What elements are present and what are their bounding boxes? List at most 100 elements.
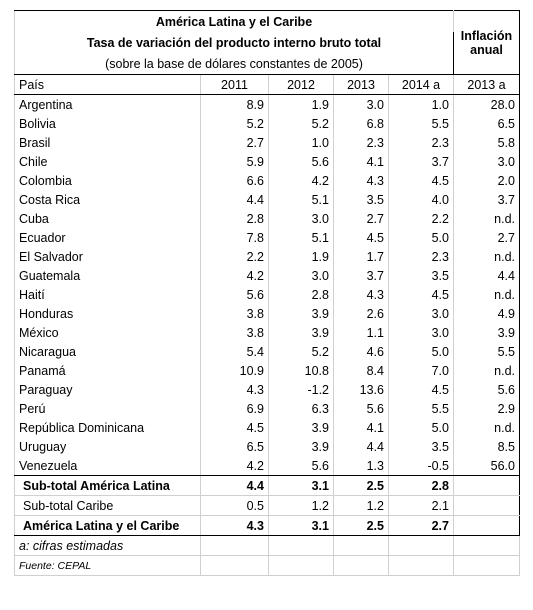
value-cell: 3.5 (333, 190, 389, 209)
total-value: 2.7 (388, 515, 454, 536)
empty-cell (268, 555, 334, 576)
table-row: Uruguay 6.5 3.9 4.4 3.5 8.5 (14, 437, 520, 456)
country-cell: República Dominicana (14, 418, 201, 437)
value-cell: 2.2 (200, 247, 269, 266)
value-cell: 1.3 (333, 456, 389, 476)
value-cell: 2.6 (333, 304, 389, 323)
table-row: Panamá 10.9 10.8 8.4 7.0 n.d. (14, 361, 520, 380)
empty-cell (333, 555, 389, 576)
value-cell: 3.8 (200, 304, 269, 323)
total-value: 2.5 (333, 515, 389, 536)
empty-cell (453, 535, 520, 556)
value-cell: 4.5 (388, 285, 454, 304)
value-cell: 3.8 (200, 323, 269, 342)
gdp-table: América Latina y el Caribe Inflación anua… (14, 10, 520, 576)
value-cell: 5.6 (268, 456, 334, 476)
value-cell: 1.0 (388, 94, 454, 114)
value-cell: 3.9 (268, 437, 334, 456)
value-cell: 3.0 (388, 323, 454, 342)
value-cell: n.d. (453, 247, 520, 266)
total-value: 3.1 (268, 515, 334, 536)
value-cell: 2.8 (268, 285, 334, 304)
value-cell: 3.9 (268, 323, 334, 342)
value-cell: 5.2 (268, 342, 334, 361)
table-row: El Salvador 2.2 1.9 1.7 2.3 n.d. (14, 247, 520, 266)
table-row: Paraguay 4.3 -1.2 13.6 4.5 5.6 (14, 380, 520, 399)
value-cell: 4.6 (333, 342, 389, 361)
value-cell: 3.9 (453, 323, 520, 342)
total-value: 1.2 (333, 495, 389, 516)
value-cell: 8.4 (333, 361, 389, 380)
country-cell: Paraguay (14, 380, 201, 399)
value-cell: 3.5 (388, 266, 454, 285)
table-row: País 2011 2012 2013 2014 a 2013 a (14, 74, 520, 95)
footnote: Fuente: CEPAL (14, 555, 201, 576)
empty-cell (453, 495, 520, 516)
value-cell: 3.7 (388, 152, 454, 171)
value-cell: 1.0 (268, 133, 334, 152)
column-header: 2013 (333, 74, 389, 95)
value-cell: 5.0 (388, 228, 454, 247)
value-cell: 4.3 (333, 285, 389, 304)
value-cell: 6.5 (453, 114, 520, 133)
country-cell: Uruguay (14, 437, 201, 456)
table-row: Bolivia 5.2 5.2 6.8 5.5 6.5 (14, 114, 520, 133)
value-cell: 4.3 (200, 380, 269, 399)
value-cell: 5.1 (268, 228, 334, 247)
table-row: América Latina y el Caribe 4.3 3.1 2.5 2.7 (14, 515, 520, 536)
value-cell: 4.5 (388, 380, 454, 399)
value-cell: 3.9 (268, 304, 334, 323)
column-header: 2014 a (388, 74, 454, 95)
value-cell: 5.5 (388, 399, 454, 418)
table-row: a: cifras estimadas (14, 535, 520, 556)
value-cell: 4.2 (200, 266, 269, 285)
value-cell: 5.6 (268, 152, 334, 171)
value-cell: 6.3 (268, 399, 334, 418)
value-cell: 6.8 (333, 114, 389, 133)
value-cell: 4.4 (453, 266, 520, 285)
value-cell: 56.0 (453, 456, 520, 476)
empty-cell (453, 555, 520, 576)
country-cell: Cuba (14, 209, 201, 228)
value-cell: -0.5 (388, 456, 454, 476)
total-value: 2.8 (388, 475, 454, 496)
footnote: a: cifras estimadas (14, 535, 201, 556)
country-cell: Venezuela (14, 456, 201, 476)
value-cell: 10.9 (200, 361, 269, 380)
value-cell: 4.4 (200, 190, 269, 209)
total-value: 2.5 (333, 475, 389, 496)
country-cell: Brasil (14, 133, 201, 152)
table-row: Perú 6.9 6.3 5.6 5.5 2.9 (14, 399, 520, 418)
value-cell: 2.7 (453, 228, 520, 247)
value-cell: 7.8 (200, 228, 269, 247)
country-cell: Colombia (14, 171, 201, 190)
table-row: Sub-total Caribe 0.5 1.2 1.2 2.1 (14, 495, 520, 516)
value-cell: n.d. (453, 209, 520, 228)
country-cell: Panamá (14, 361, 201, 380)
table-row: Sub-total América Latina 4.4 3.1 2.5 2.8 (14, 475, 520, 496)
total-value: 4.4 (200, 475, 269, 496)
country-cell: Honduras (14, 304, 201, 323)
value-cell: 13.6 (333, 380, 389, 399)
country-cell: Costa Rica (14, 190, 201, 209)
empty-cell (453, 515, 520, 536)
value-cell: 5.8 (453, 133, 520, 152)
value-cell: 2.2 (388, 209, 454, 228)
value-cell: 3.7 (333, 266, 389, 285)
value-cell: 5.9 (200, 152, 269, 171)
value-cell: 5.6 (333, 399, 389, 418)
value-cell: 1.9 (268, 247, 334, 266)
table-row: Guatemala 4.2 3.0 3.7 3.5 4.4 (14, 266, 520, 285)
value-cell: 2.7 (333, 209, 389, 228)
value-cell: 1.7 (333, 247, 389, 266)
empty-cell (453, 475, 520, 496)
table-row: Haití 5.6 2.8 4.3 4.5 n.d. (14, 285, 520, 304)
empty-cell (388, 555, 454, 576)
value-cell: n.d. (453, 361, 520, 380)
empty-cell (268, 535, 334, 556)
country-cell: Perú (14, 399, 201, 418)
value-cell: 6.9 (200, 399, 269, 418)
total-value: 4.3 (200, 515, 269, 536)
value-cell: 2.7 (200, 133, 269, 152)
value-cell: n.d. (453, 418, 520, 437)
